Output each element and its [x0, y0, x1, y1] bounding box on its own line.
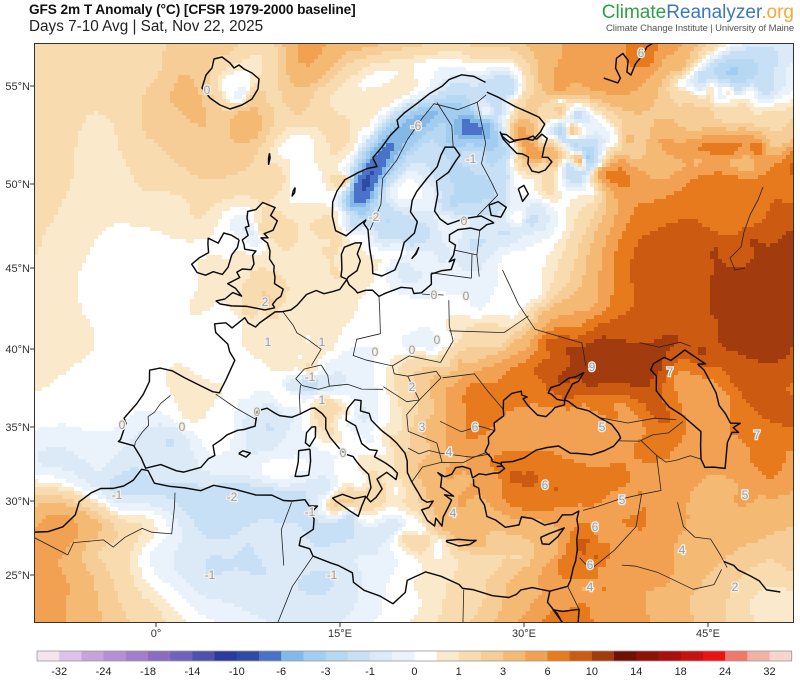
svg-text:55°N: 55°N: [5, 81, 30, 93]
svg-text:-1: -1: [466, 152, 477, 166]
svg-text:0: 0: [431, 288, 438, 302]
svg-text:0: 0: [461, 214, 468, 228]
svg-text:0: 0: [340, 446, 347, 460]
svg-text:0: 0: [204, 83, 211, 97]
svg-text:6: 6: [544, 666, 550, 678]
svg-text:30°E: 30°E: [512, 628, 536, 640]
svg-text:7: 7: [754, 428, 761, 442]
svg-text:-3: -3: [321, 666, 331, 678]
svg-text:-2: -2: [227, 490, 238, 504]
svg-text:-1: -1: [327, 568, 338, 582]
svg-text:4: 4: [679, 543, 686, 557]
svg-text:6: 6: [542, 478, 549, 492]
svg-text:-10: -10: [229, 666, 245, 678]
svg-text:18: 18: [675, 666, 687, 678]
svg-text:5: 5: [742, 488, 749, 502]
svg-text:0: 0: [254, 405, 261, 419]
svg-text:-1: -1: [365, 666, 375, 678]
svg-text:6: 6: [587, 558, 594, 572]
svg-text:-6: -6: [411, 119, 422, 133]
svg-text:-18: -18: [140, 666, 156, 678]
svg-text:-1: -1: [305, 370, 316, 384]
svg-text:0: 0: [179, 420, 186, 434]
svg-text:4: 4: [450, 506, 457, 520]
svg-text:25°N: 25°N: [5, 570, 30, 582]
svg-text:32: 32: [763, 666, 775, 678]
svg-text:50°N: 50°N: [5, 179, 30, 191]
svg-text:4: 4: [587, 580, 594, 594]
svg-text:45°N: 45°N: [5, 263, 30, 275]
svg-text:-1: -1: [305, 505, 316, 519]
svg-text:2: 2: [409, 380, 416, 394]
svg-text:30°N: 30°N: [5, 496, 30, 508]
svg-text:3: 3: [419, 420, 426, 434]
svg-text:0: 0: [119, 418, 126, 432]
svg-text:5: 5: [619, 493, 626, 507]
svg-text:1: 1: [319, 393, 326, 407]
svg-text:0: 0: [434, 333, 441, 347]
svg-text:5: 5: [599, 420, 606, 434]
svg-text:0: 0: [463, 289, 470, 303]
svg-text:45°E: 45°E: [696, 628, 720, 640]
svg-text:-32: -32: [51, 666, 67, 678]
svg-text:0°: 0°: [151, 628, 162, 640]
svg-text:10: 10: [586, 666, 598, 678]
svg-text:35°N: 35°N: [5, 422, 30, 434]
svg-text:2: 2: [732, 580, 739, 594]
svg-text:0: 0: [372, 345, 379, 359]
svg-text:9: 9: [589, 360, 596, 374]
svg-text:-1: -1: [205, 568, 216, 582]
svg-text:6: 6: [592, 520, 599, 534]
svg-text:14: 14: [630, 666, 642, 678]
svg-text:-6: -6: [276, 666, 286, 678]
svg-text:0: 0: [411, 666, 417, 678]
svg-text:15°E: 15°E: [328, 628, 352, 640]
svg-text:24: 24: [719, 666, 731, 678]
svg-text:1: 1: [265, 335, 272, 349]
svg-text:7: 7: [667, 365, 674, 379]
svg-text:1: 1: [319, 335, 326, 349]
svg-text:-1: -1: [112, 488, 123, 502]
svg-text:4: 4: [446, 445, 453, 459]
svg-text:-14: -14: [184, 666, 200, 678]
svg-text:3: 3: [500, 666, 506, 678]
svg-text:-2: -2: [369, 210, 380, 224]
svg-text:6: 6: [638, 46, 645, 60]
svg-text:0: 0: [409, 343, 416, 357]
svg-text:40°N: 40°N: [5, 344, 30, 356]
svg-text:6: 6: [472, 420, 479, 434]
svg-text:2: 2: [262, 295, 269, 309]
svg-text:1: 1: [456, 666, 462, 678]
svg-text:-24: -24: [96, 666, 112, 678]
